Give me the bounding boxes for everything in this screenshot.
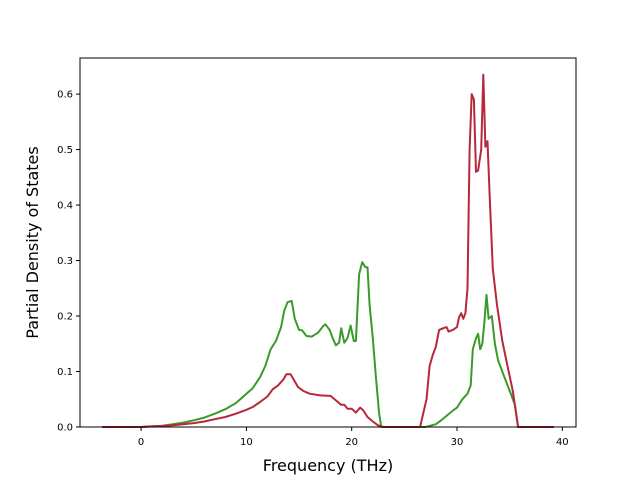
plot-frame: [79, 57, 577, 428]
y-axis-ticks: 0.0 0.1 0.2 0.3 0.4 0.5 0.6: [57, 90, 80, 434]
y-tick-label: 0.6: [57, 90, 73, 101]
x-tick-label: 30: [451, 437, 464, 448]
x-tick-label: 0: [138, 437, 144, 448]
series-line-2: [102, 73, 554, 428]
y-tick-label: 0.1: [57, 367, 73, 378]
y-tick-label: 0.4: [57, 201, 73, 212]
series-layer: [102, 73, 554, 428]
y-tick-label: 0.0: [57, 423, 73, 434]
x-axis-label: Frequency (THz): [263, 456, 393, 475]
y-tick-label: 0.3: [57, 256, 73, 267]
y-axis-label: Partial Density of States: [23, 146, 42, 338]
x-tick-label: 20: [345, 437, 358, 448]
x-axis-ticks: 0 10 20 30 40: [138, 427, 569, 448]
x-tick-label: 40: [556, 437, 569, 448]
x-tick-label: 10: [240, 437, 253, 448]
y-tick-label: 0.2: [57, 312, 73, 323]
series-line-1: [102, 261, 554, 428]
y-tick-label: 0.5: [57, 145, 73, 156]
